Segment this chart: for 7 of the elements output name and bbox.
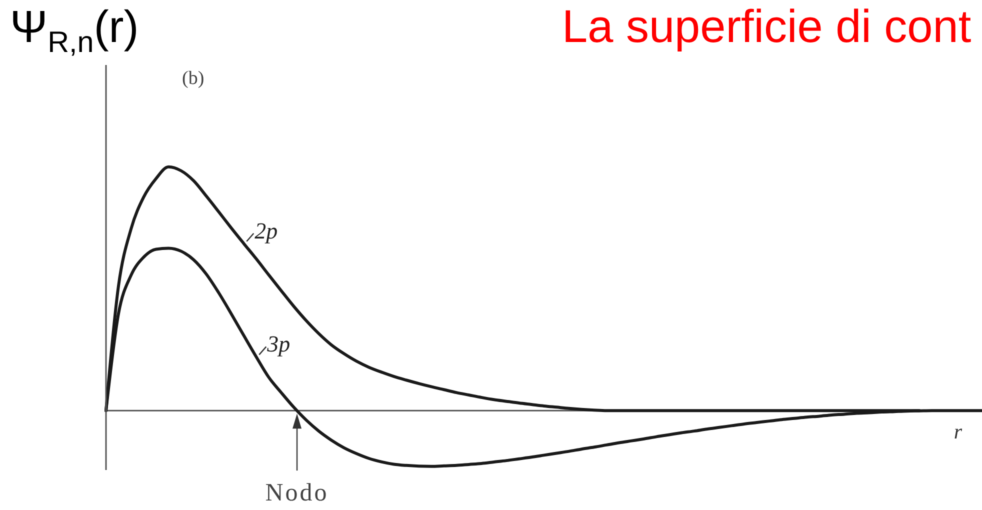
x-axis-title: r <box>954 420 963 444</box>
y-axis-title: Ψ$_{R,n}$(r) <box>10 0 139 61</box>
series-label: 2p <box>254 218 278 244</box>
series-label: 3p <box>266 332 290 357</box>
text: Nodo <box>265 480 329 507</box>
chart-title: La superficie di cont <box>562 0 972 53</box>
text: (b) <box>182 68 204 89</box>
